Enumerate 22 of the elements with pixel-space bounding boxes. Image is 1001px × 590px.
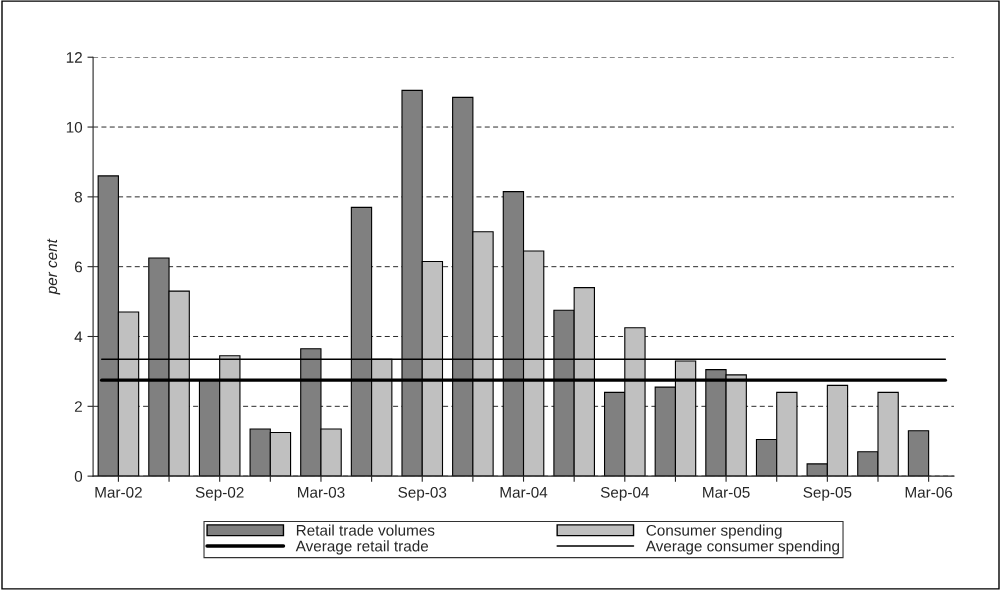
y-tick-label: 6 bbox=[74, 261, 83, 273]
x-tick-label: Mar-06 bbox=[905, 486, 953, 498]
x-tick-label: Sep-04 bbox=[600, 486, 649, 501]
x-tick-label: Sep-03 bbox=[398, 486, 447, 501]
legend-label: Retail trade volumes bbox=[296, 524, 435, 536]
x-tick-label: Sep-05 bbox=[803, 486, 852, 501]
y-tick-label: 2 bbox=[74, 401, 82, 412]
y-tick-label: 4 bbox=[74, 331, 83, 343]
x-tick-label: Mar-03 bbox=[298, 486, 345, 498]
x-tick-label: Mar-05 bbox=[703, 486, 750, 498]
y-tick-label: 8 bbox=[74, 191, 83, 203]
legend-label: Consumer spending bbox=[646, 524, 782, 539]
legend-label: Average retail trade bbox=[295, 540, 429, 555]
legend-label: Average consumer spending bbox=[645, 540, 839, 555]
y-tick-label: 12 bbox=[66, 52, 82, 63]
y-tick-label: 0 bbox=[74, 471, 83, 482]
y-axis-title: per cent bbox=[47, 238, 61, 295]
y-tick-label: 10 bbox=[66, 121, 83, 133]
x-tick-label: Mar-04 bbox=[500, 486, 548, 498]
bar bbox=[907, 430, 930, 477]
x-tick-label: Mar-02 bbox=[95, 486, 142, 498]
x-tick-label: Sep-02 bbox=[195, 486, 244, 501]
